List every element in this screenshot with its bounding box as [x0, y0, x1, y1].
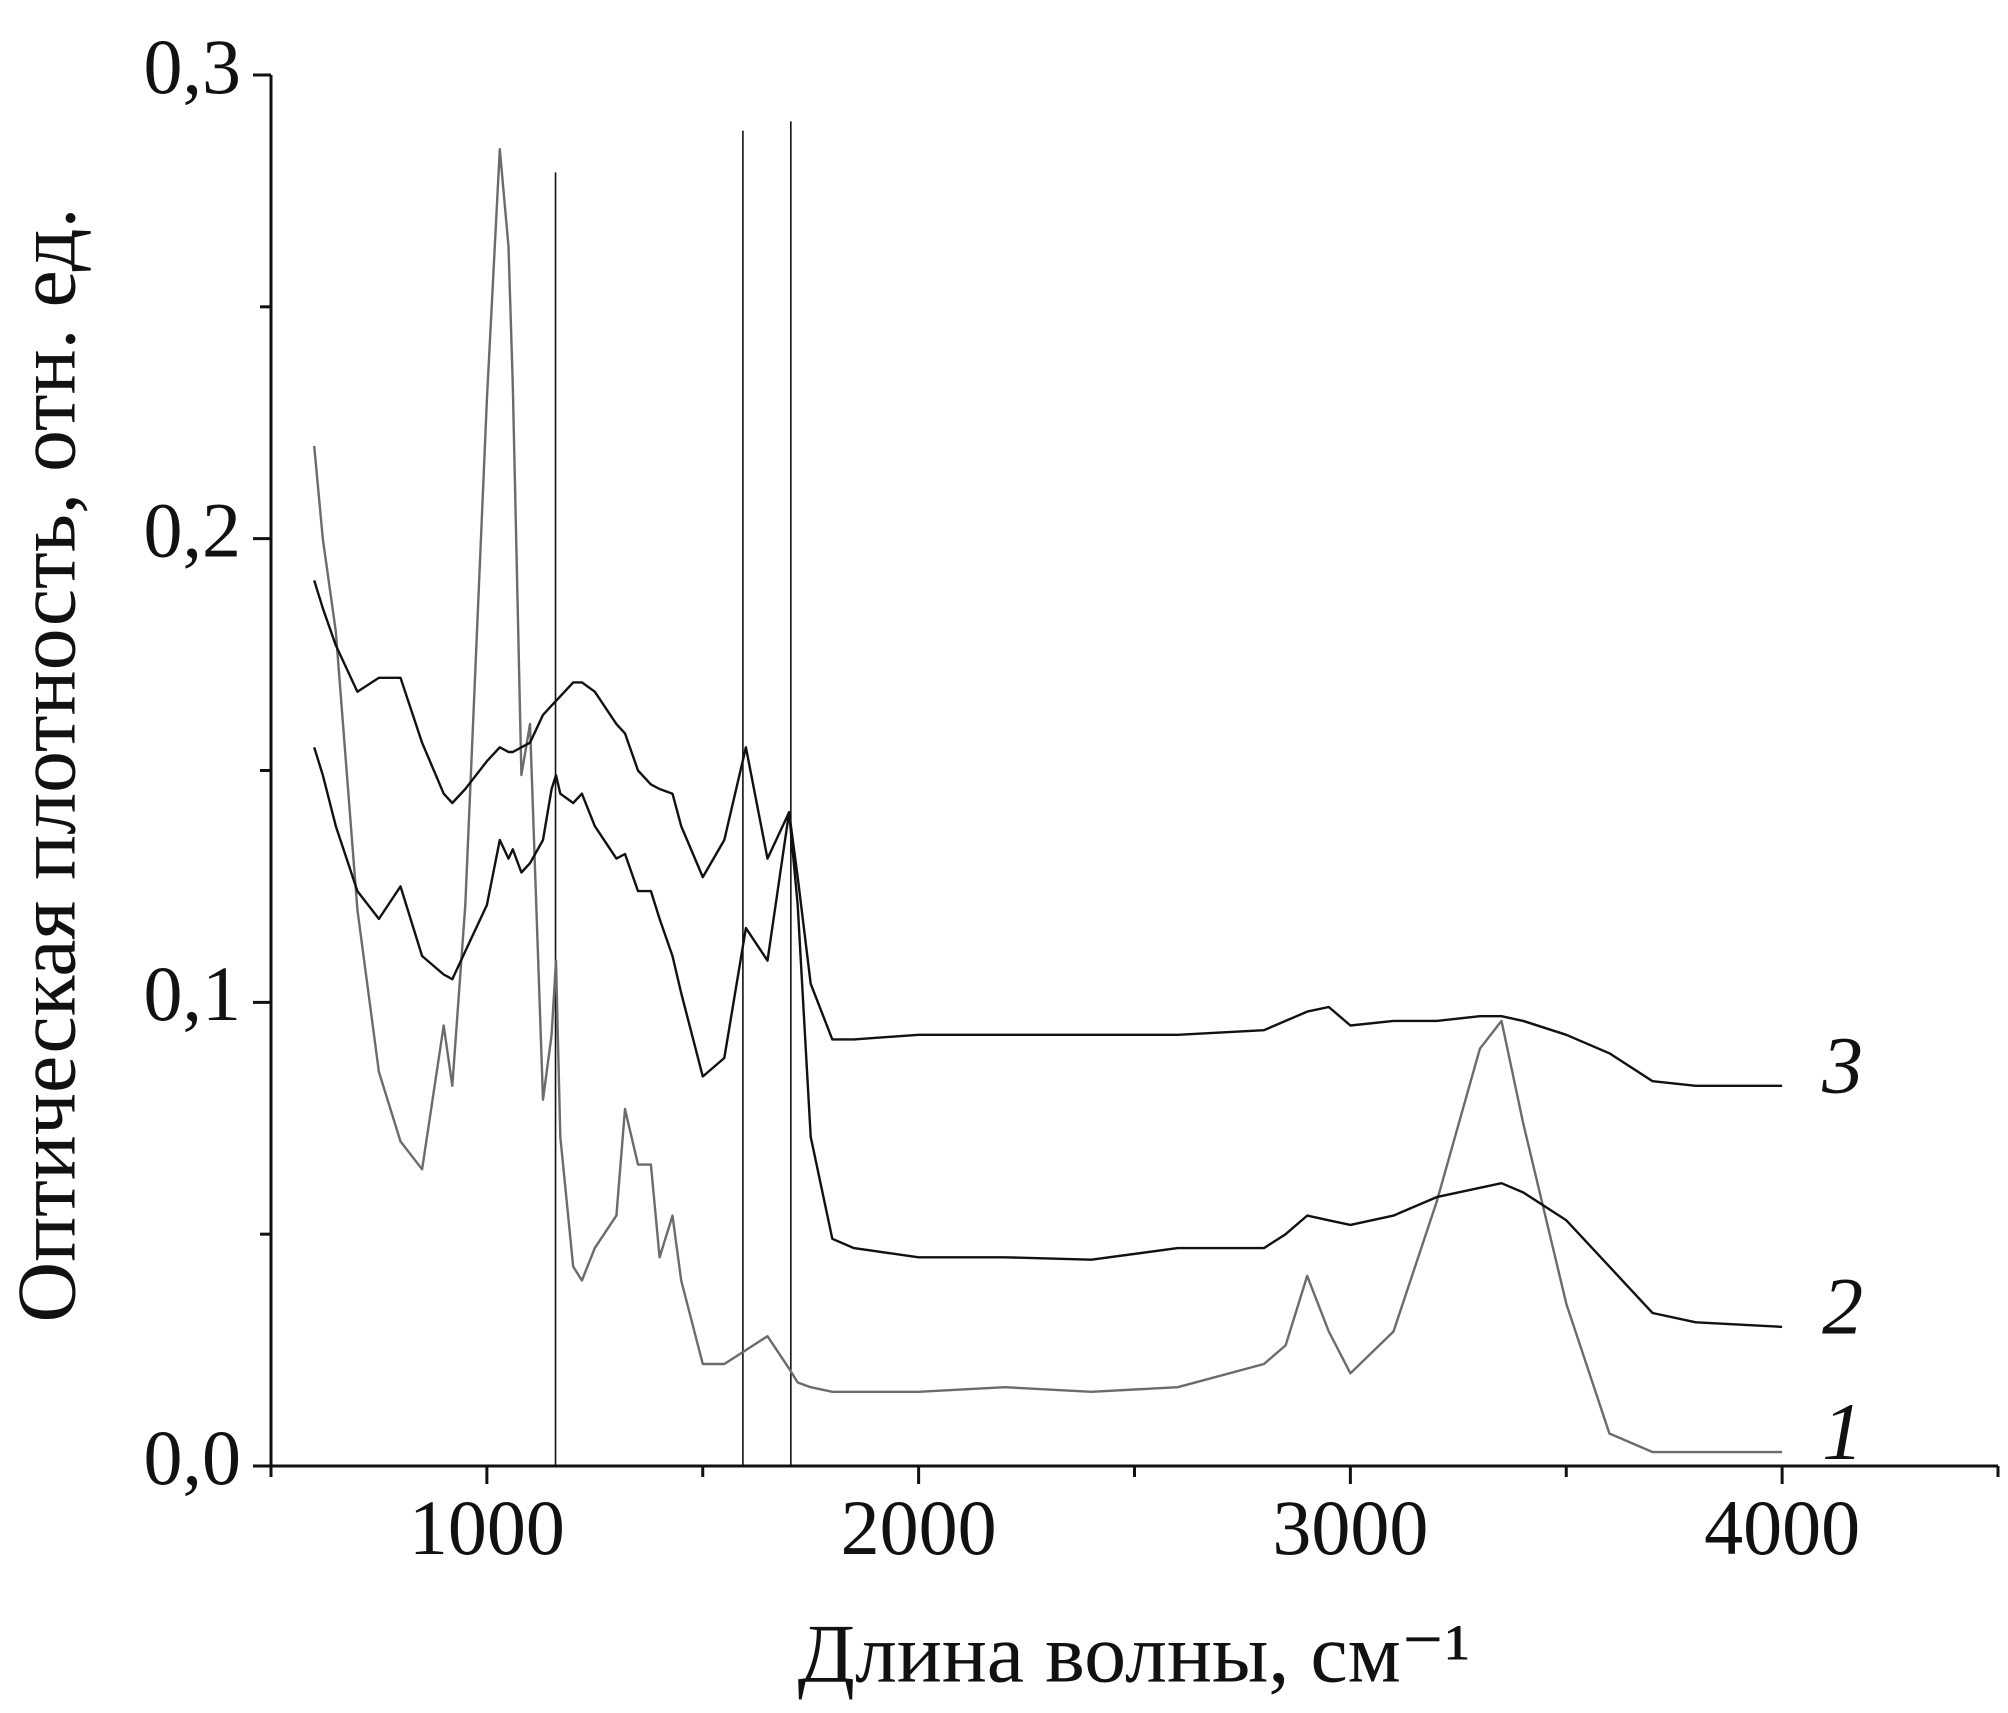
spectrum-line — [313, 580, 1783, 1087]
spectrum-line — [313, 746, 1783, 1329]
series-label: 3 — [1821, 1020, 1863, 1111]
x-axis-label: Длина волны, см⁻¹ — [798, 1607, 1471, 1700]
y-axis-label: Оптическая плотность, отн. ед. — [0, 208, 93, 1323]
x-tick-label: 1000 — [409, 1484, 565, 1571]
spectrum-line — [313, 148, 1783, 1454]
y-tick-label: 0,2 — [144, 487, 242, 574]
x-tick-label: 4000 — [1704, 1484, 1860, 1571]
y-tick-label: 0,0 — [144, 1414, 242, 1501]
series-label: 2 — [1822, 1261, 1863, 1352]
series-label: 1 — [1822, 1386, 1863, 1477]
y-tick-label: 0,3 — [144, 23, 242, 110]
x-tick-label: 3000 — [1272, 1484, 1428, 1571]
y-tick-label: 0,1 — [144, 950, 242, 1037]
x-tick-label: 2000 — [841, 1484, 997, 1571]
